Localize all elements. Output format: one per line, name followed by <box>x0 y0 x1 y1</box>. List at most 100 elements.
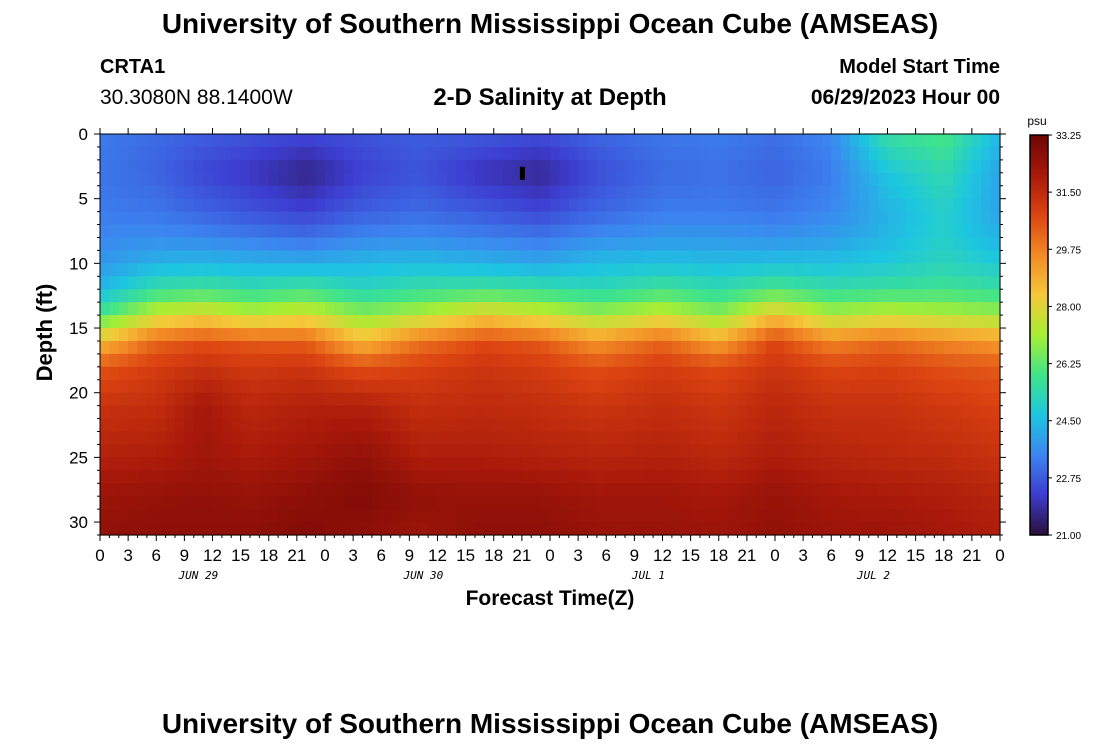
heatmap-cell <box>568 224 579 239</box>
heatmap-cell <box>212 198 223 213</box>
heatmap-cell <box>812 483 823 497</box>
heatmap-cell <box>512 457 523 471</box>
heatmap-cell <box>887 366 898 381</box>
heatmap-cell <box>784 418 795 433</box>
heatmap-cell <box>737 211 748 226</box>
heatmap-cell <box>390 172 401 187</box>
heatmap-cell <box>418 198 429 213</box>
heatmap-cell <box>381 431 392 446</box>
heatmap-cell <box>381 496 392 510</box>
heatmap-cell <box>587 328 598 342</box>
heatmap-cell <box>128 431 139 446</box>
heatmap-cell <box>962 237 973 252</box>
heatmap-cell <box>925 483 935 497</box>
heatmap-cell <box>746 198 757 213</box>
heatmap-cell <box>934 250 945 264</box>
heatmap-cell <box>765 431 776 446</box>
heatmap-cell <box>175 302 185 316</box>
heatmap-cell <box>418 134 429 148</box>
heatmap-cell <box>775 146 785 161</box>
heatmap-cell <box>737 405 748 420</box>
heatmap-cell <box>400 159 410 174</box>
heatmap-cell <box>156 483 167 497</box>
heatmap-cell <box>521 392 532 407</box>
heatmap-cell <box>203 470 214 484</box>
heatmap-cell <box>296 146 307 161</box>
heatmap-cell <box>559 302 570 316</box>
heatmap-cell <box>775 340 785 355</box>
heatmap-cell <box>240 483 251 497</box>
heatmap-cell <box>971 340 982 355</box>
heatmap-cell <box>446 496 457 510</box>
heatmap-cell <box>718 224 729 239</box>
x-tick-label: 12 <box>878 546 897 565</box>
heatmap-cell <box>606 276 617 290</box>
heatmap-cell <box>456 509 467 523</box>
heatmap-cell <box>137 302 148 316</box>
date-label: JUL 2 <box>856 569 890 582</box>
heatmap-cell <box>737 224 748 239</box>
heatmap-cell <box>250 431 260 446</box>
heatmap-cell <box>418 366 429 381</box>
heatmap-cell <box>653 522 664 536</box>
heatmap-cell <box>531 211 542 226</box>
heatmap-cell <box>690 366 701 381</box>
heatmap-cell <box>118 263 129 277</box>
heatmap-cell <box>596 315 607 329</box>
heatmap-cell <box>325 315 335 329</box>
heatmap-cell <box>653 315 664 329</box>
heatmap-cell <box>540 172 551 187</box>
heatmap-cell <box>456 302 467 316</box>
heatmap-cell <box>962 392 973 407</box>
heatmap-cell <box>709 263 720 277</box>
heatmap-cell <box>184 211 195 226</box>
heatmap-cell <box>400 276 410 290</box>
heatmap-cell <box>690 237 701 252</box>
heatmap-cell <box>671 509 682 523</box>
chart-main-title: University of Southern Mississippi Ocean… <box>161 8 939 39</box>
heatmap-cell <box>100 237 110 252</box>
heatmap-cell <box>278 444 289 458</box>
heatmap-cell <box>578 509 589 523</box>
heatmap-cell <box>765 134 776 148</box>
heatmap-cell <box>906 366 917 381</box>
heatmap-cell <box>643 444 654 458</box>
heatmap-cell <box>981 509 992 523</box>
heatmap-cell <box>634 366 645 381</box>
heatmap-cell <box>587 159 598 174</box>
heatmap-cell <box>193 302 204 316</box>
heatmap-cell <box>221 379 232 394</box>
heatmap-cell <box>390 418 401 433</box>
heatmap-cell <box>531 340 542 355</box>
heatmap-cell <box>128 379 139 394</box>
heatmap-cell <box>137 289 148 303</box>
heatmap-cell <box>934 457 945 471</box>
heatmap-cell <box>925 289 935 303</box>
heatmap-cell <box>700 224 710 239</box>
heatmap-cell <box>493 366 504 381</box>
heatmap-cell <box>128 328 139 342</box>
heatmap-cell <box>109 366 120 381</box>
heatmap-cell <box>709 185 720 200</box>
heatmap-cell <box>915 405 926 420</box>
heatmap-cell <box>184 134 195 148</box>
heatmap-cell <box>381 302 392 316</box>
heatmap-cell <box>615 392 626 407</box>
heatmap-cell <box>503 224 514 239</box>
heatmap-cell <box>306 522 317 536</box>
heatmap-cell <box>981 237 992 252</box>
heatmap-cell <box>793 198 804 213</box>
heatmap-cell <box>775 392 785 407</box>
heatmap-cell <box>587 185 598 200</box>
heatmap-cell <box>662 146 673 161</box>
heatmap-cell <box>128 444 139 458</box>
heatmap-cell <box>259 340 270 355</box>
heatmap-cell <box>521 418 532 433</box>
heatmap-cell <box>287 302 298 316</box>
heatmap-cell <box>146 444 157 458</box>
heatmap-cell <box>990 522 1001 536</box>
heatmap-cell <box>259 250 270 264</box>
heatmap-cell <box>325 353 335 368</box>
heatmap-cell <box>362 392 373 407</box>
heatmap-cell <box>503 289 514 303</box>
